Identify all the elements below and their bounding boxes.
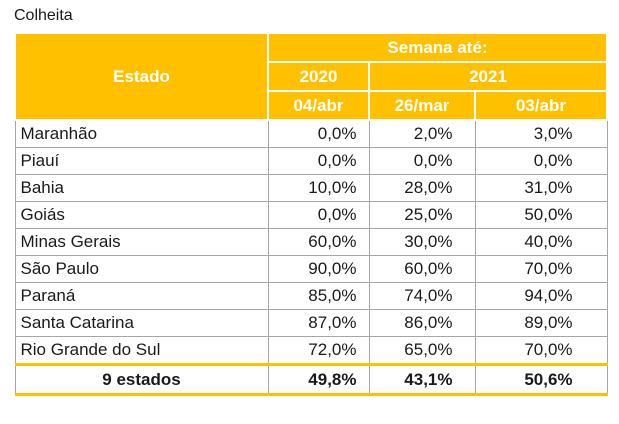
value-cell: 72,0% — [267, 336, 370, 365]
value-cell: 28,0% — [368, 174, 476, 202]
value-cell: 40,0% — [474, 228, 608, 256]
total-value-cell: 43,1% — [368, 363, 476, 396]
value-cell: 70,0% — [474, 255, 608, 283]
value-cell: 0,0% — [267, 119, 370, 148]
value-cell: 25,0% — [368, 201, 476, 229]
value-cell: 60,0% — [267, 228, 370, 256]
date-header-2: 26/mar — [368, 90, 476, 121]
value-cell: 0,0% — [267, 201, 370, 229]
value-cell: 86,0% — [368, 309, 476, 337]
state-cell: Piauí — [14, 147, 269, 175]
total-value-cell: 50,6% — [474, 363, 608, 396]
total-label-cell: 9 estados — [14, 363, 269, 396]
table-row: Rio Grande do Sul 72,0% 65,0% 70,0% — [14, 336, 608, 365]
harvest-table: Estado Semana até: 2020 2021 04/abr 26/m… — [14, 32, 609, 396]
value-cell: 2,0% — [368, 119, 476, 148]
year-2021-header: 2021 — [367, 61, 609, 92]
state-cell: Santa Catarina — [14, 309, 269, 337]
table-header: Estado Semana até: 2020 2021 04/abr 26/m… — [14, 32, 609, 121]
state-cell: Minas Gerais — [14, 228, 269, 256]
table-row: Santa Catarina 87,0% 86,0% 89,0% — [14, 309, 608, 337]
value-cell: 85,0% — [267, 282, 370, 310]
period-header: Semana até: — [266, 32, 609, 63]
value-cell: 70,0% — [474, 336, 608, 365]
total-value-cell: 49,8% — [267, 363, 370, 396]
table-row: Bahia 10,0% 28,0% 31,0% — [14, 174, 608, 202]
table-row: São Paulo 90,0% 60,0% 70,0% — [14, 255, 608, 283]
state-cell: São Paulo — [14, 255, 269, 283]
total-row: 9 estados 49,8% 43,1% 50,6% — [14, 363, 608, 396]
value-cell: 89,0% — [474, 309, 608, 337]
value-cell: 30,0% — [368, 228, 476, 256]
state-cell: Maranhão — [14, 119, 269, 148]
table-caption: Colheita — [14, 7, 73, 24]
value-cell: 3,0% — [474, 119, 608, 148]
date-header-3: 03/abr — [473, 90, 609, 121]
state-cell: Goiás — [14, 201, 269, 229]
value-cell: 74,0% — [368, 282, 476, 310]
table-row: Minas Gerais 60,0% 30,0% 40,0% — [14, 228, 608, 256]
table-row: Paraná 85,0% 74,0% 94,0% — [14, 282, 608, 310]
table-body: Maranhão 0,0% 2,0% 3,0% Piauí 0,0% 0,0% … — [14, 119, 608, 365]
date-header-1: 04/abr — [267, 90, 370, 121]
year-2020-header: 2020 — [267, 61, 370, 92]
value-cell: 31,0% — [474, 174, 608, 202]
value-cell: 94,0% — [474, 282, 608, 310]
state-cell: Paraná — [14, 282, 269, 310]
table-row: Maranhão 0,0% 2,0% 3,0% — [14, 119, 608, 148]
table-row: Goiás 0,0% 25,0% 50,0% — [14, 201, 608, 229]
value-cell: 65,0% — [368, 336, 476, 365]
state-column-header: Estado — [14, 32, 269, 121]
value-cell: 90,0% — [267, 255, 370, 283]
table-row: Piauí 0,0% 0,0% 0,0% — [14, 147, 608, 175]
value-cell: 87,0% — [267, 309, 370, 337]
value-cell: 0,0% — [267, 147, 370, 175]
state-cell: Bahia — [14, 174, 269, 202]
value-cell: 60,0% — [368, 255, 476, 283]
value-cell: 0,0% — [368, 147, 476, 175]
state-cell: Rio Grande do Sul — [14, 336, 269, 365]
table-footer: 9 estados 49,8% 43,1% 50,6% — [14, 363, 608, 396]
value-cell: 50,0% — [474, 201, 608, 229]
value-cell: 10,0% — [267, 174, 370, 202]
value-cell: 0,0% — [474, 147, 608, 175]
